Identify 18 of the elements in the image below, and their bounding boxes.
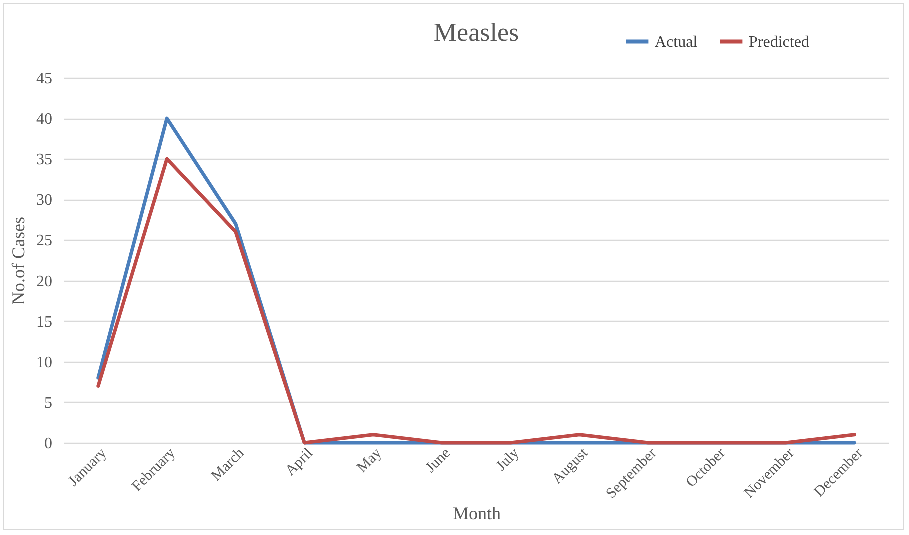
y-tick-label: 30 xyxy=(36,192,52,210)
y-tick-label: 10 xyxy=(36,354,52,372)
y-tick-label: 0 xyxy=(44,436,52,452)
y-tick-label: 25 xyxy=(36,232,52,250)
x-axis-title: Month xyxy=(452,503,502,524)
y-tick-label: 5 xyxy=(44,394,52,412)
legend-label: Actual xyxy=(655,34,698,51)
y-axis-title: No.of Cases xyxy=(8,217,28,305)
y-tick-label: 15 xyxy=(36,314,52,331)
x-tick-label: June xyxy=(423,445,454,476)
legend-label: Predicted xyxy=(749,34,810,51)
chart-title: Measles xyxy=(434,18,520,47)
y-tick-label: 45 xyxy=(36,70,52,88)
x-tick-label: May xyxy=(354,445,386,476)
x-tick-label: July xyxy=(494,445,524,474)
y-tick-label: 40 xyxy=(36,111,52,128)
y-tick-label: 20 xyxy=(36,273,52,290)
y-tick-label: 35 xyxy=(36,152,52,169)
